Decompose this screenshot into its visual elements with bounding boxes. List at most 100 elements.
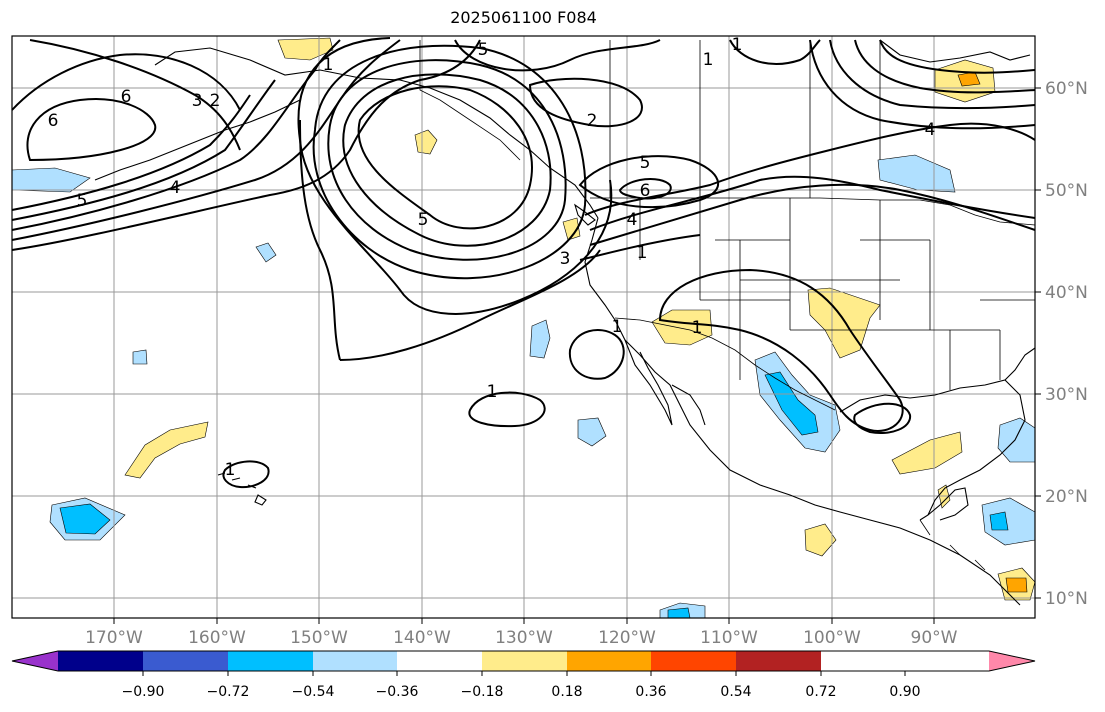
contour-line bbox=[26, 98, 157, 162]
contour-label: 5 bbox=[640, 153, 651, 173]
colorbar-segment bbox=[567, 651, 651, 671]
contour-label: 1 bbox=[732, 35, 743, 55]
aleutian-chain bbox=[94, 99, 301, 181]
yucatan bbox=[927, 487, 969, 521]
contour-label: 3 bbox=[192, 91, 203, 111]
colorbar-segment bbox=[58, 651, 143, 671]
contour-line bbox=[589, 183, 1036, 246]
contour-line bbox=[11, 39, 401, 241]
contour-line bbox=[854, 39, 1036, 94]
contour-line bbox=[829, 39, 1036, 110]
contour-line bbox=[568, 329, 625, 380]
longitude-label: 170°W bbox=[85, 628, 143, 648]
longitude-label: 110°W bbox=[700, 628, 758, 648]
colorbar-tick-label: 0.72 bbox=[805, 684, 836, 700]
positive-anomaly-area bbox=[804, 523, 837, 557]
gulf-of-california bbox=[671, 384, 706, 426]
contour-line bbox=[11, 79, 276, 221]
contour-line bbox=[454, 39, 661, 72]
colorbar-tick-label: −0.36 bbox=[376, 684, 419, 700]
contour-labels: 1 5 6 3 2 1 6 5 4 2 1 5 6 4 1 3 5 1 1 1 … bbox=[48, 35, 936, 480]
contour-line bbox=[29, 39, 241, 151]
map-title: 2025061100 F084 bbox=[450, 8, 597, 27]
contour-line bbox=[809, 39, 1036, 130]
colorbar-segment bbox=[228, 651, 313, 671]
contour-label: 6 bbox=[121, 87, 132, 107]
longitude-label: 120°W bbox=[598, 628, 656, 648]
colorbar-tick-label: −0.72 bbox=[207, 684, 250, 700]
contour-line bbox=[11, 94, 251, 211]
tick-marks bbox=[113, 87, 1041, 624]
latitude-label: 10°N bbox=[1045, 589, 1088, 609]
contour-line bbox=[327, 59, 567, 261]
colorbar-segment bbox=[482, 651, 567, 671]
longitude-label: 160°W bbox=[188, 628, 246, 648]
positive-anomaly-area bbox=[651, 309, 713, 346]
shaded-anomalies bbox=[11, 37, 1036, 619]
negative-anomaly-area bbox=[529, 319, 551, 359]
colorbar-extend-high bbox=[989, 651, 1035, 671]
colorbar-tick-label: 0.90 bbox=[889, 684, 920, 700]
colorbar-outline bbox=[11, 650, 1036, 672]
florida bbox=[1004, 347, 1036, 381]
colorbar-segment bbox=[143, 651, 228, 671]
negative-anomaly-area bbox=[764, 371, 819, 436]
contour-line bbox=[299, 119, 601, 361]
colorbar-segment bbox=[736, 651, 821, 671]
canada-province-lines bbox=[609, 40, 881, 198]
contour-line bbox=[879, 39, 1036, 74]
contour-line bbox=[11, 53, 241, 111]
negative-anomaly-area bbox=[667, 607, 691, 619]
central-america-borders bbox=[919, 519, 986, 571]
positive-anomaly-area bbox=[1005, 577, 1028, 593]
colorbar bbox=[11, 650, 1036, 672]
colorbar-tick-label: −0.54 bbox=[292, 684, 335, 700]
contour-label: 4 bbox=[925, 120, 936, 140]
contour-label: 1 bbox=[487, 382, 498, 402]
negative-anomaly-area bbox=[989, 511, 1009, 531]
negative-anomaly-area bbox=[255, 242, 277, 263]
hawaii bbox=[217, 472, 267, 506]
negative-anomaly-area bbox=[997, 417, 1036, 463]
gulf-of-mexico-coast bbox=[839, 379, 1026, 521]
north-america-west-coast bbox=[584, 217, 1021, 606]
contour-line bbox=[853, 402, 912, 434]
contour-label: 1 bbox=[637, 243, 648, 263]
contours bbox=[11, 37, 1036, 489]
contour-label: 4 bbox=[627, 210, 638, 230]
negative-anomaly-area bbox=[981, 497, 1036, 546]
longitude-labels: 170°W 160°W 150°W 140°W 130°W 120°W 110°… bbox=[85, 628, 958, 648]
colorbar-tick-label: 0.36 bbox=[635, 684, 666, 700]
positive-anomaly-area bbox=[891, 431, 963, 475]
latitude-label: 50°N bbox=[1045, 181, 1088, 201]
colorbar-tick-labels: −0.90 −0.72 −0.54 −0.36 −0.18 0.18 0.36 … bbox=[122, 684, 921, 700]
contour-label: 6 bbox=[640, 181, 651, 201]
colorbar-extend-low bbox=[12, 651, 58, 671]
contour-label: 1 bbox=[612, 317, 623, 337]
contour-label: 5 bbox=[77, 191, 88, 211]
negative-anomaly-area bbox=[59, 503, 111, 535]
contour-label: 5 bbox=[478, 40, 489, 60]
latitude-labels: 60°N 50°N 40°N 30°N 20°N 10°N bbox=[1045, 79, 1088, 609]
colorbar-tick-label: 0.18 bbox=[551, 684, 582, 700]
contour-line bbox=[222, 460, 270, 489]
colorbar-tick-label: −0.90 bbox=[122, 684, 165, 700]
contour-line bbox=[297, 37, 613, 315]
negative-anomaly-area bbox=[132, 349, 148, 365]
contour-line bbox=[312, 44, 587, 280]
contour-label: 6 bbox=[48, 111, 59, 131]
baja-peninsula bbox=[624, 339, 673, 426]
latitude-label: 60°N bbox=[1045, 79, 1088, 99]
contour-label: 5 bbox=[418, 210, 429, 230]
contour-line bbox=[729, 39, 821, 65]
longitude-label: 90°W bbox=[911, 628, 958, 648]
contour-line bbox=[578, 155, 720, 209]
colorbar-ticks bbox=[142, 671, 906, 676]
hudson-coast bbox=[879, 39, 1031, 63]
coastlines bbox=[94, 39, 1036, 606]
colorbar-tick-label: 0.54 bbox=[720, 684, 751, 700]
positive-anomaly-area bbox=[562, 217, 581, 241]
colorbar-segment bbox=[313, 651, 397, 671]
colorbar-segment bbox=[397, 651, 482, 671]
